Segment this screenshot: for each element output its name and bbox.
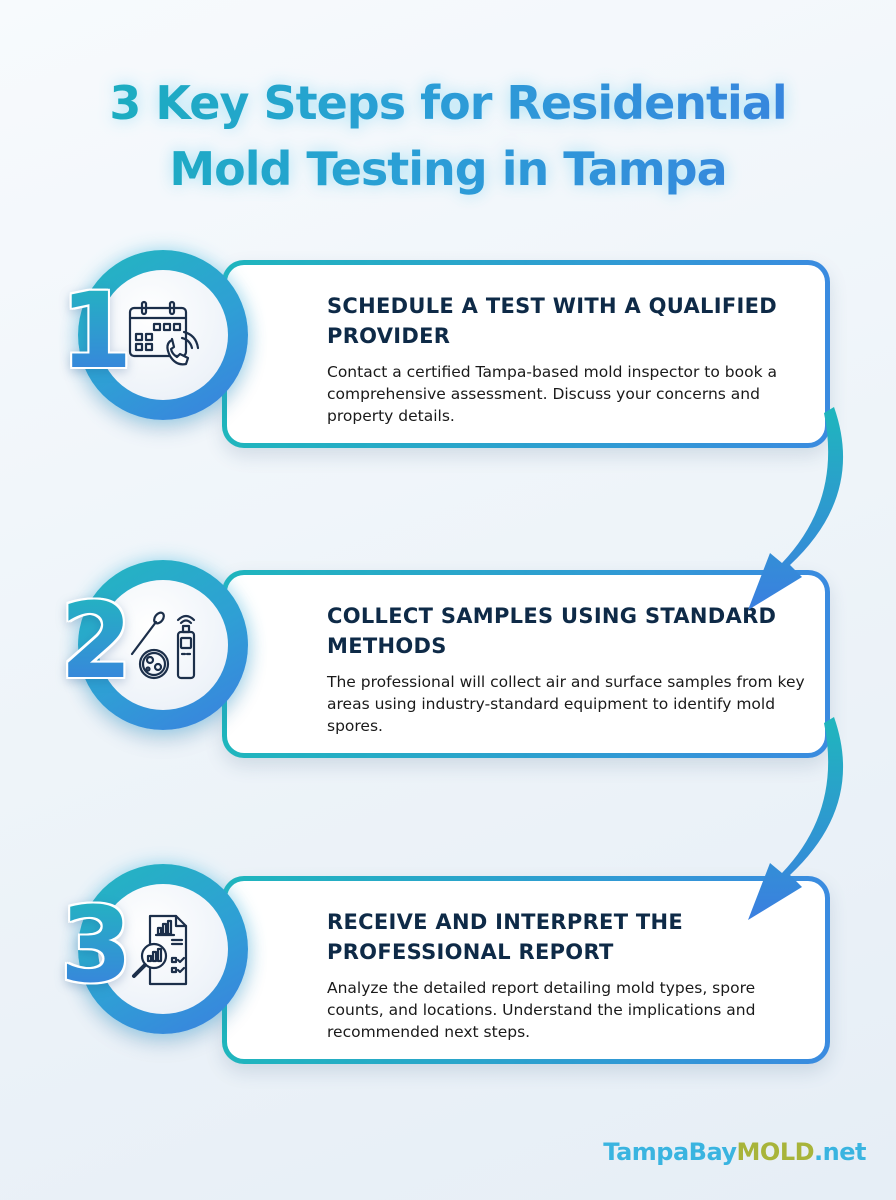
step-description: Analyze the detailed report detailing mo… xyxy=(327,979,756,1041)
step-card: COLLECT SAMPLES USING STANDARD METHODS T… xyxy=(222,570,830,758)
step-description: Contact a certified Tampa-based mold ins… xyxy=(327,363,777,425)
step-card: SCHEDULE A TEST WITH A QUALIFIED PROVIDE… xyxy=(222,260,830,448)
brand-logo: TampaBayMOLD.net xyxy=(603,1138,866,1166)
step-title: SCHEDULE A TEST WITH A QUALIFIED PROVIDE… xyxy=(327,294,777,348)
curved-arrow-icon xyxy=(748,717,844,920)
step-3: RECEIVE AND INTERPRET THE PROFESSIONAL R… xyxy=(0,864,896,1110)
calendar-phone-icon xyxy=(120,300,210,372)
step-2: COLLECT SAMPLES USING STANDARD METHODS T… xyxy=(0,560,896,800)
step-number: 3 xyxy=(60,884,133,1006)
step-title: COLLECT SAMPLES USING STANDARD METHODS xyxy=(327,604,777,658)
swab-petri-dish-air-sampler-icon xyxy=(120,610,210,682)
report-magnifier-icon xyxy=(120,914,210,986)
step-card: RECEIVE AND INTERPRET THE PROFESSIONAL R… xyxy=(222,876,830,1064)
title-line-2: Mold Testing in Tampa xyxy=(169,142,727,196)
step-icon-ring xyxy=(78,864,248,1034)
step-number: 1 xyxy=(60,270,133,392)
page-title: 3 Key Steps for Residential Mold Testing… xyxy=(0,70,896,202)
logo-part-net: .net xyxy=(814,1138,866,1166)
step-description: The professional will collect air and su… xyxy=(327,673,805,735)
step-icon-ring xyxy=(78,250,248,420)
step-1: SCHEDULE A TEST WITH A QUALIFIED PROVIDE… xyxy=(0,250,896,490)
logo-part-mold: MOLD xyxy=(736,1138,815,1166)
logo-part-tampabay: TampaBay xyxy=(603,1138,737,1166)
step-icon-ring xyxy=(78,560,248,730)
curved-arrow-icon xyxy=(748,407,844,610)
title-line-1: 3 Key Steps for Residential xyxy=(109,76,787,130)
step-title: RECEIVE AND INTERPRET THE PROFESSIONAL R… xyxy=(327,910,684,964)
step-number: 2 xyxy=(60,580,133,702)
